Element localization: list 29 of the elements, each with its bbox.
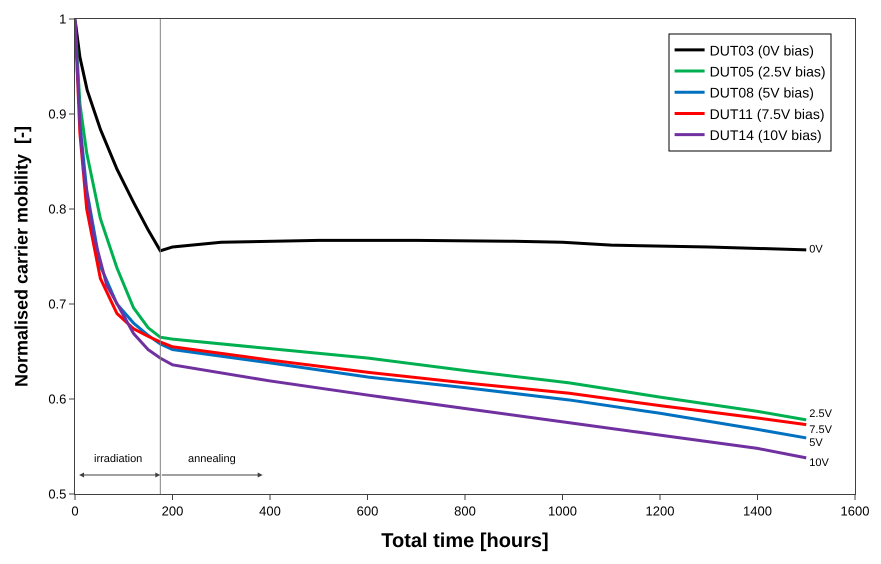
legend-label: DUT11 (7.5V bias)	[710, 106, 825, 122]
y-tick-label: 0.7	[48, 296, 66, 312]
x-tick-label: 1000	[548, 504, 577, 519]
annotation: annealing	[188, 453, 236, 465]
y-tick-label: 1	[59, 12, 66, 27]
y-tick-label: 0.8	[48, 202, 66, 217]
legend-label: DUT14 (10V bias)	[710, 127, 822, 144]
x-tick-label: 1400	[743, 504, 772, 519]
annotation: 2.5V	[806, 408, 833, 420]
y-tick-label: 0.6	[48, 392, 66, 407]
legend-label: DUT08 (5V bias)	[710, 84, 814, 101]
x-tick-label: 1600	[840, 504, 870, 519]
annotation: 7.5V	[806, 424, 833, 436]
x-tick-label: 600	[356, 504, 378, 519]
annotation: 5V	[806, 437, 824, 450]
annotation: 0V	[806, 244, 824, 256]
x-tick-label: 200	[162, 504, 184, 519]
x-tick-label: 400	[259, 504, 281, 519]
y-tick-label: 0.9	[48, 106, 66, 122]
legend-label: DUT03 (0V bias)	[710, 42, 814, 58]
x-tick-label: 1200	[646, 504, 674, 519]
x-tick-label: 0	[71, 504, 79, 519]
y-axis-title: Normalised carrier mobility [-]	[12, 126, 32, 388]
x-axis-title: Total time [hours]	[381, 530, 549, 552]
x-tick-label: 800	[454, 504, 476, 519]
legend-label: DUT05 (2.5V bias)	[710, 64, 826, 80]
annotation: irradiation	[94, 453, 142, 465]
y-tick-label: 0.5	[48, 486, 66, 502]
annotation: 10V	[806, 457, 830, 470]
